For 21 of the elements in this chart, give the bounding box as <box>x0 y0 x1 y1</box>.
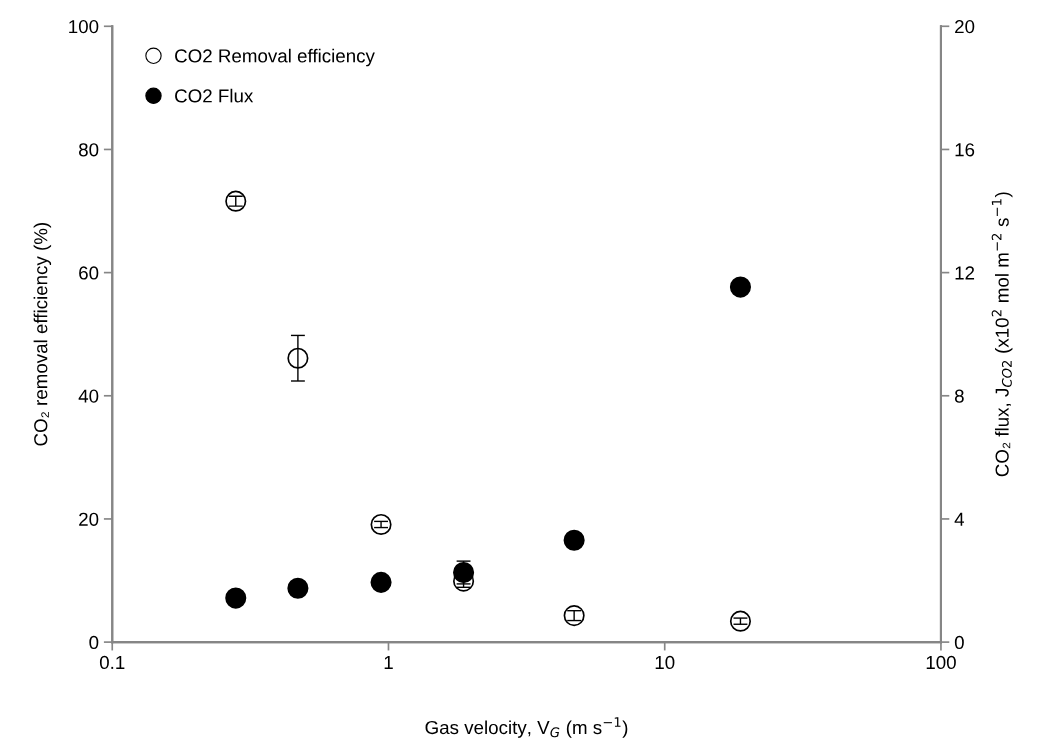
y2-tick-label: 8 <box>954 389 964 403</box>
x-axis-title: Gas velocity, V$_{G}$ (m s$^{−1}$) <box>425 717 628 738</box>
x-tick-label: 0.1 <box>99 655 125 670</box>
y-tick-label: 80 <box>79 143 99 157</box>
y2-tick-label: 16 <box>955 143 975 157</box>
x-tick-label: 10 <box>655 655 675 670</box>
y-tick-label: 100 <box>69 19 99 34</box>
y-tick-label: 60 <box>79 266 99 280</box>
legend-label: CO2 Flux <box>175 88 254 103</box>
y2-tick-label: 0 <box>954 635 964 650</box>
y-tick-label: 0 <box>89 635 99 650</box>
x-tick-label: 1 <box>384 655 393 669</box>
y-axis-title: CO₂ removal efficiency (%) <box>33 223 52 446</box>
y-tick-label: 20 <box>79 512 99 526</box>
y-tick-label: 40 <box>78 389 99 403</box>
y2-tick-label: 20 <box>955 19 975 34</box>
y2-tick-label: 12 <box>955 266 975 280</box>
y2-tick-label: 4 <box>954 512 965 526</box>
legend-label: CO2 Removal efficiency <box>175 48 375 67</box>
x-tick-label: 100 <box>926 655 956 670</box>
text: CO₂ flux, J$_{CO2}$ (x10$^{2}$ mol m$^{−2}$ s$^{−1}$) <box>991 192 1013 477</box>
